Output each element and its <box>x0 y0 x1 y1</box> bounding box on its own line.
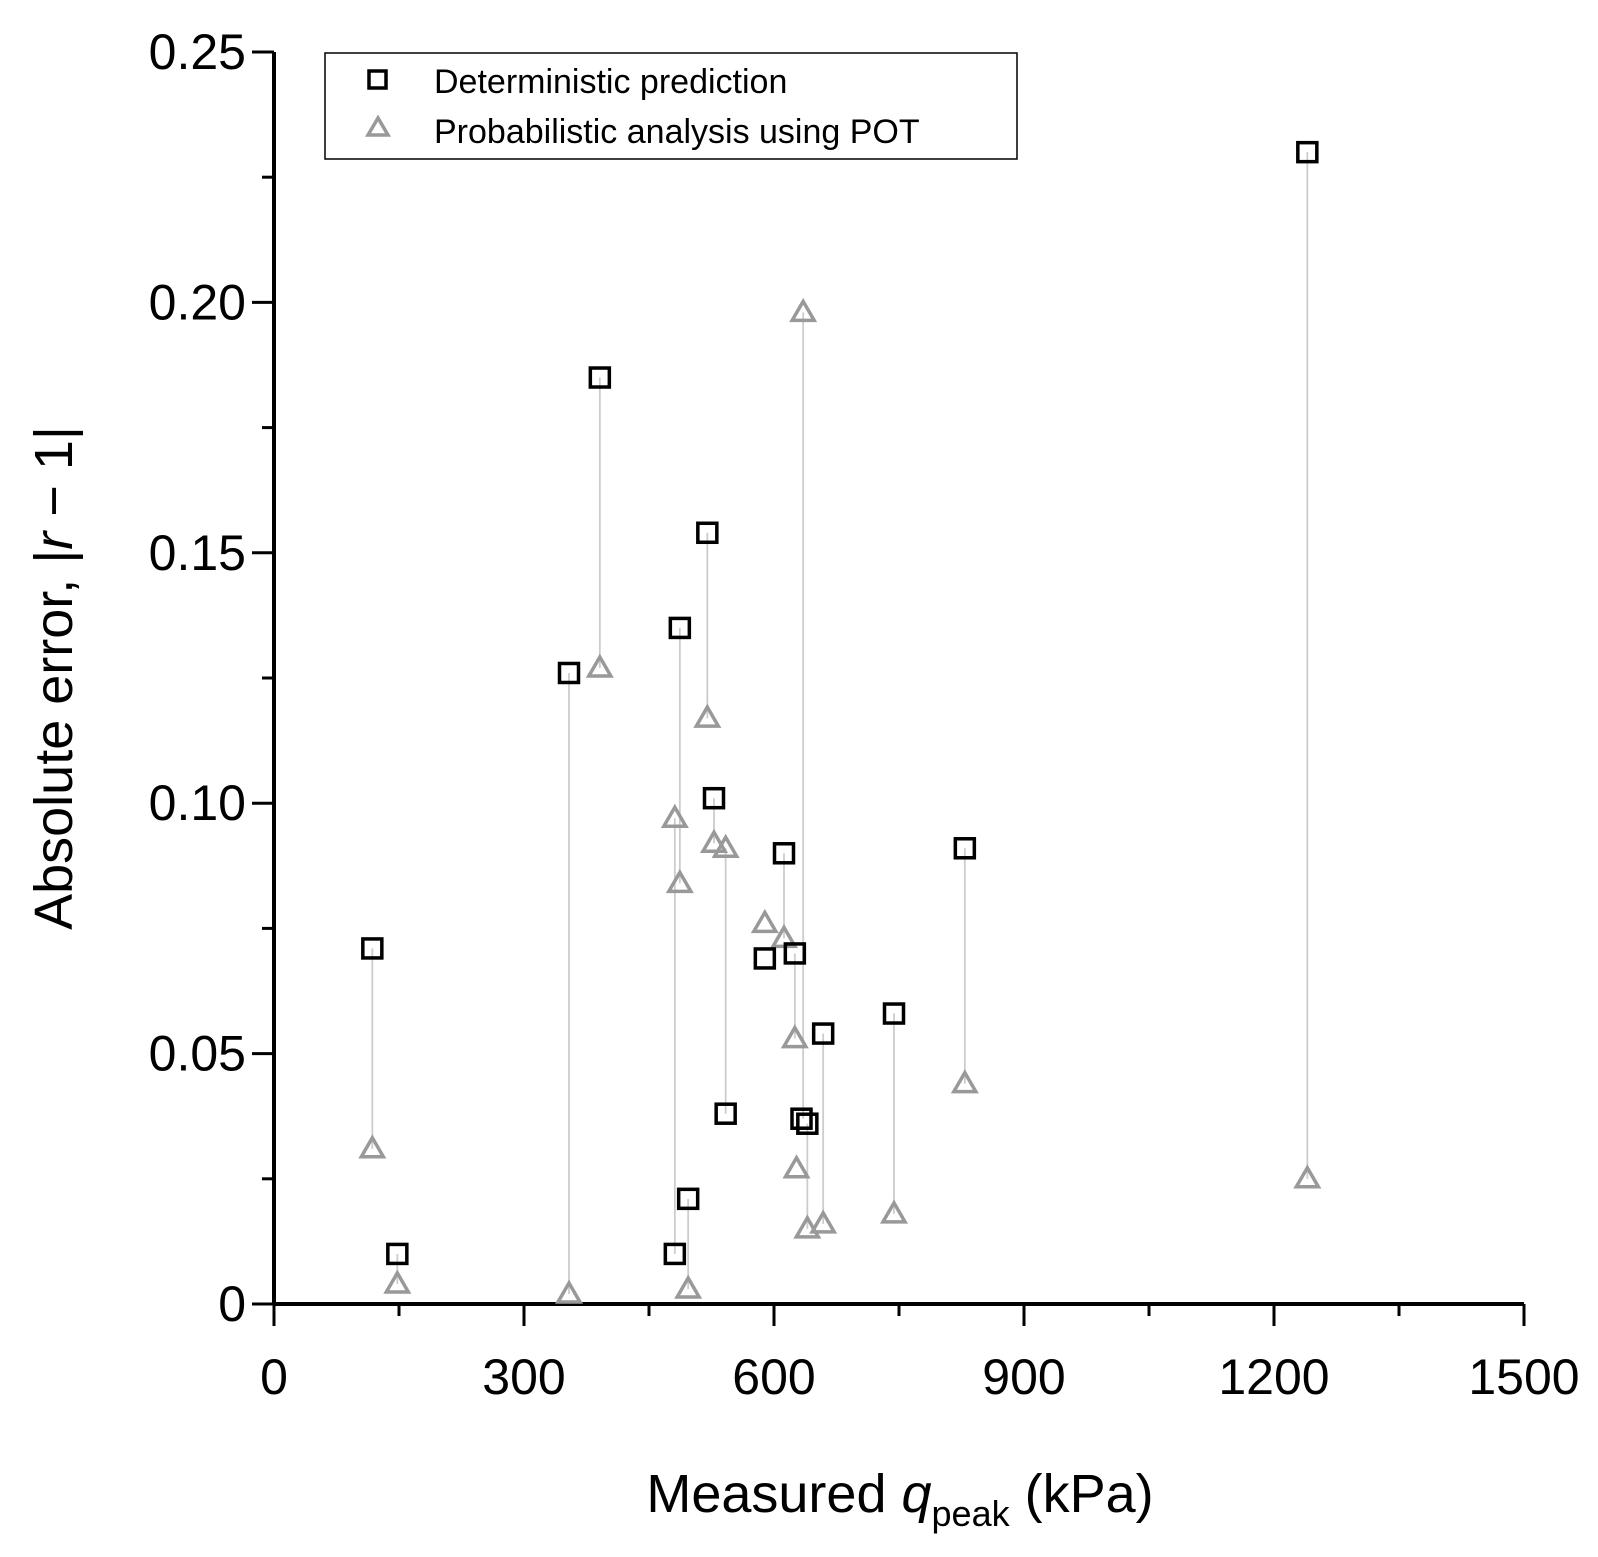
deterministic-point <box>783 942 807 965</box>
legend-box <box>324 52 1018 160</box>
probabilistic-point <box>665 868 694 894</box>
probabilistic-point <box>950 1069 979 1094</box>
deterministic-point <box>361 937 384 960</box>
probabilistic-point <box>780 1024 809 1049</box>
probabilistic-point <box>782 1154 811 1179</box>
axes <box>272 52 1524 1306</box>
tick-labels: 0 300 600 900 1200 1500 0 0.05 0.10 0.15 0.20 0.25 <box>149 24 1580 1405</box>
deterministic-point <box>714 1102 737 1125</box>
probabilistic-point <box>383 1269 412 1294</box>
deterministic-point <box>772 842 796 865</box>
legend-triangle-marker <box>364 114 392 137</box>
probabilistic-point <box>674 1274 703 1299</box>
data-markers <box>358 140 1322 1304</box>
deterministic-point <box>668 616 692 640</box>
y-tick-label: 0.20 <box>149 274 246 330</box>
deterministic-point <box>696 521 719 545</box>
x-tick-label: 300 <box>482 1349 565 1405</box>
deterministic-point <box>811 1022 835 1045</box>
x-tick-label: 1500 <box>1468 1349 1579 1405</box>
deterministic-point <box>676 1187 700 1211</box>
deterministic-point <box>796 1112 819 1135</box>
probabilistic-point <box>1293 1164 1322 1189</box>
probabilistic-point <box>693 703 722 728</box>
y-axis-title: Absolute error, |r − 1| <box>24 426 84 930</box>
deterministic-point <box>882 1002 906 1025</box>
connector-lines <box>371 152 1309 1294</box>
probabilistic-point <box>711 833 740 859</box>
y-tick-label: 0.25 <box>149 24 246 80</box>
y-tick-label: 0.10 <box>149 775 246 831</box>
probabilistic-point <box>699 828 729 854</box>
probabilistic-point <box>879 1199 909 1224</box>
deterministic-point <box>663 1242 687 1266</box>
y-tick-label: 0.15 <box>149 525 246 581</box>
y-tick-label: 0.05 <box>149 1026 246 1082</box>
legend-label-probabilistic: Probabilistic analysis using POT <box>434 113 920 151</box>
deterministic-point <box>1296 140 1319 164</box>
probabilistic-point <box>789 297 818 323</box>
x-axis-title: Measured qpeak (kPa) <box>646 1464 1153 1534</box>
deterministic-point <box>588 366 612 389</box>
ticks <box>252 50 1526 1326</box>
probabilistic-point <box>554 1279 584 1304</box>
probabilistic-point <box>660 803 689 828</box>
legend: Deterministic prediction Probabilistic a… <box>324 52 1018 160</box>
probabilistic-point <box>809 1209 838 1234</box>
probabilistic-point <box>750 908 779 934</box>
x-tick-label: 0 <box>260 1349 288 1405</box>
deterministic-point <box>953 837 977 860</box>
deterministic-point <box>386 1242 409 1266</box>
probabilistic-point <box>358 1134 387 1159</box>
deterministic-point <box>702 786 726 810</box>
x-tick-label: 1200 <box>1218 1349 1329 1405</box>
x-tick-label: 900 <box>982 1349 1065 1405</box>
deterministic-point <box>753 947 777 970</box>
y-tick-label: 0 <box>218 1276 246 1332</box>
probabilistic-point <box>585 653 614 678</box>
legend-label-deterministic: Deterministic prediction <box>434 63 787 101</box>
deterministic-point <box>790 1107 813 1130</box>
x-tick-label: 600 <box>732 1349 815 1405</box>
deterministic-point <box>557 661 581 685</box>
legend-square-marker <box>367 69 388 90</box>
